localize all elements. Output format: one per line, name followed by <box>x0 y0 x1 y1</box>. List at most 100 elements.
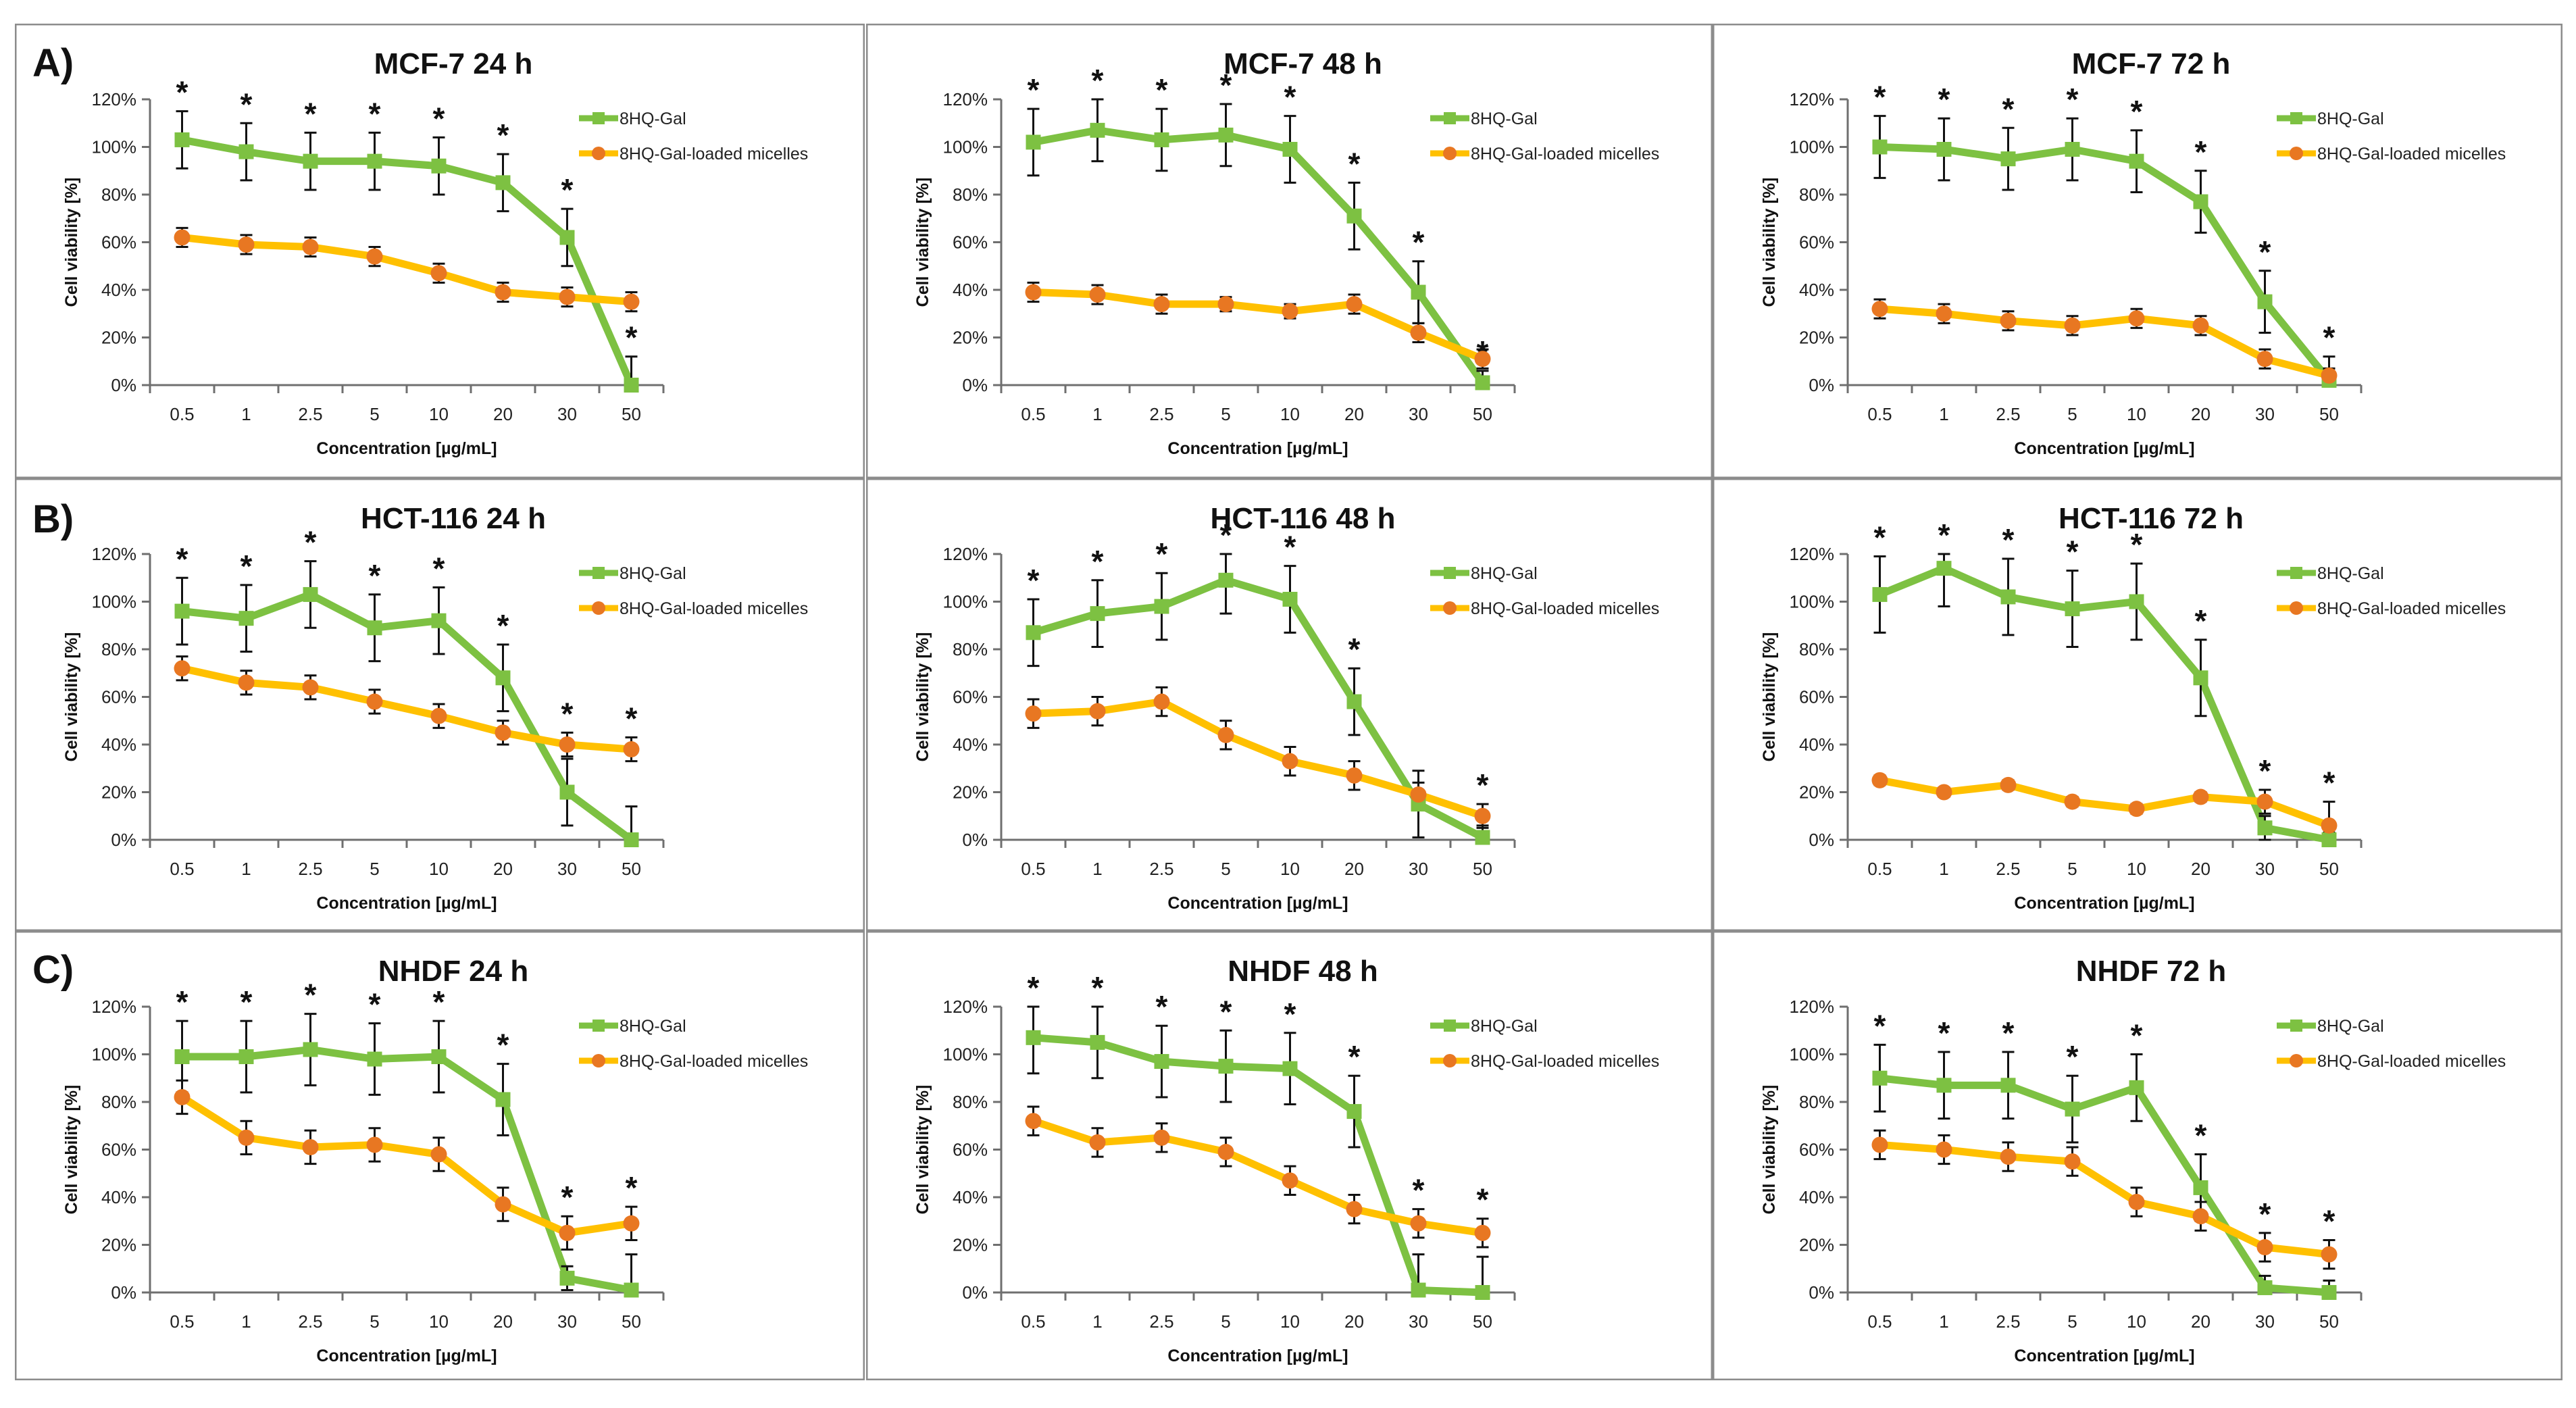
x-tick-label: 0.5 <box>1021 1311 1045 1332</box>
data-point-micelles <box>174 660 191 677</box>
legend-item: 8HQ-Gal-loaded micelles <box>579 599 808 618</box>
data-point-free <box>2193 670 2208 686</box>
chart-panel: HCT-116 72 h 0% 20% 40% 60% 80% 100% 120% 0.5 1 2.… <box>1713 478 2562 931</box>
legend-item: 8HQ-Gal <box>1430 564 1538 583</box>
data-point-micelles <box>302 238 319 255</box>
significance-star: * <box>561 1180 574 1215</box>
y-tick-label: 20% <box>953 1235 988 1255</box>
y-tick-label: 0% <box>1809 375 1834 395</box>
data-point-free <box>1936 1078 1952 1093</box>
x-tick-label: 50 <box>622 1311 641 1332</box>
data-point-free <box>174 603 190 619</box>
chart-panel: HCT-116 24 h 0% 20% 40% 60% 80% 100% 120% 0.5 1 2.… <box>15 478 865 931</box>
x-tick-label: 50 <box>1473 859 1492 879</box>
x-tick-label: 1 <box>1092 859 1102 879</box>
legend-item: 8HQ-Gal-loaded micelles <box>1430 1052 1659 1071</box>
data-point-micelles <box>1089 703 1106 720</box>
data-point-micelles <box>623 741 640 758</box>
significance-star: * <box>626 1170 638 1205</box>
y-tick-label: 20% <box>101 328 136 348</box>
y-tick-label: 80% <box>101 639 136 659</box>
y-tick-label: 60% <box>953 1140 988 1160</box>
significance-star: * <box>1874 520 1886 555</box>
x-tick-label: 10 <box>2127 404 2146 424</box>
x-tick-label: 5 <box>1221 859 1230 879</box>
legend-item: 8HQ-Gal-loaded micelles <box>579 1052 808 1071</box>
series-line-micelles <box>1876 1140 2333 1259</box>
legend-label: 8HQ-Gal-loaded micelles <box>620 1052 808 1071</box>
legend-label: 8HQ-Gal-loaded micelles <box>2317 599 2506 618</box>
significance-star: * <box>2131 94 2143 129</box>
data-point-free <box>2129 153 2144 169</box>
chart-svg: HCT-116 72 h 0% 20% 40% 60% 80% 100% 120% 0.5 1 2.… <box>1713 478 2562 931</box>
series-line-micelles <box>1030 288 1486 363</box>
data-point-free <box>1218 1059 1234 1074</box>
x-tick-label: 1 <box>1092 1311 1102 1332</box>
significance-star: * <box>2195 1118 2207 1153</box>
data-point-micelles <box>302 679 319 696</box>
panel-frame <box>1713 478 2562 931</box>
data-point-free <box>495 175 511 191</box>
data-point-free <box>238 144 254 159</box>
data-point-free <box>1475 830 1490 845</box>
legend-item: 8HQ-Gal-loaded micelles <box>1430 145 1659 164</box>
x-tick-label: 20 <box>493 1311 513 1332</box>
y-tick-label: 100% <box>92 137 137 157</box>
significance-star: * <box>305 525 317 560</box>
data-point-free <box>1026 134 1041 150</box>
x-tick-label: 1 <box>1092 404 1102 424</box>
series-line-free <box>1876 1074 2333 1297</box>
x-tick-label: 2.5 <box>1996 1311 2020 1332</box>
data-point-micelles <box>1025 284 1042 301</box>
x-tick-label: 10 <box>1280 404 1300 424</box>
data-point-free <box>1475 1285 1490 1300</box>
y-tick-label: 120% <box>92 89 137 109</box>
x-tick-label: 0.5 <box>1867 859 1892 879</box>
y-tick-label: 0% <box>111 830 136 850</box>
x-tick-label: 20 <box>1344 1311 1364 1332</box>
x-tick-label: 2.5 <box>1996 859 2020 879</box>
data-point-micelles <box>2256 1239 2273 1256</box>
data-point-free <box>431 613 447 628</box>
x-tick-label: 20 <box>493 404 513 424</box>
significance-star: * <box>1413 225 1425 260</box>
panel-frame <box>866 24 1713 478</box>
data-point-free <box>303 586 318 602</box>
data-point-micelles <box>2192 788 2209 805</box>
x-tick-label: 30 <box>557 404 577 424</box>
legend-label: 8HQ-Gal-loaded micelles <box>2317 1052 2506 1071</box>
legend-label: 8HQ-Gal <box>620 1017 686 1036</box>
legend-item: 8HQ-Gal-loaded micelles <box>2277 599 2506 618</box>
data-point-free <box>2065 142 2080 157</box>
series-line-free <box>178 590 635 844</box>
data-point-free <box>1218 127 1234 143</box>
data-point-free <box>1872 1070 1888 1086</box>
x-tick-label: 5 <box>2067 1311 2077 1332</box>
legend-label: 8HQ-Gal <box>1471 1017 1538 1036</box>
y-tick-label: 20% <box>1799 782 1834 803</box>
series-line-free <box>1030 1034 1486 1297</box>
significance-star: * <box>1284 530 1296 565</box>
x-tick-label: 2.5 <box>1149 859 1173 879</box>
y-tick-label: 120% <box>943 997 988 1017</box>
data-point-micelles <box>366 248 383 265</box>
series-line-free <box>1876 143 2333 384</box>
chart-title: MCF-7 24 h <box>374 47 533 80</box>
x-tick-label: 10 <box>429 859 449 879</box>
significance-star: * <box>1220 518 1232 553</box>
y-tick-label: 120% <box>1790 89 1835 109</box>
data-point-free <box>624 1282 639 1298</box>
x-tick-label: 10 <box>1280 859 1300 879</box>
legend-label: 8HQ-Gal <box>620 109 686 128</box>
y-tick-label: 80% <box>953 184 988 205</box>
x-tick-label: 2.5 <box>1996 404 2020 424</box>
significance-star: * <box>2002 91 2015 126</box>
significance-star: * <box>1348 146 1361 181</box>
significance-star: * <box>369 558 381 593</box>
x-tick-label: 2.5 <box>298 1311 322 1332</box>
data-point-free <box>2257 294 2273 309</box>
data-point-micelles <box>1153 296 1170 313</box>
data-point-free <box>1346 1104 1362 1120</box>
panel-frame <box>866 931 1713 1380</box>
data-point-micelles <box>366 693 383 710</box>
